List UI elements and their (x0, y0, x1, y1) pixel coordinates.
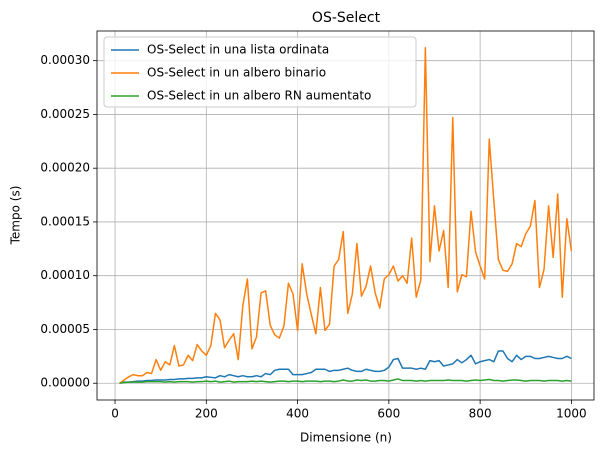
series-line (119, 350, 572, 384)
x-tick-label: 400 (286, 407, 309, 421)
x-tick-label: 200 (195, 407, 218, 421)
series-line (119, 378, 572, 384)
legend-label: OS-Select in un albero RN aumentato (147, 89, 371, 103)
legend-label: OS-Select in un albero binario (147, 66, 326, 80)
y-tick-label: 0.00025 (40, 107, 90, 121)
y-tick-label: 0.00005 (40, 322, 90, 336)
y-tick-label: 0.00000 (40, 376, 90, 390)
legend-box (103, 36, 417, 108)
y-axis-label: Tempo (s) (9, 186, 23, 246)
y-tick-label: 0.00030 (40, 53, 90, 67)
y-tick-label: 0.00015 (40, 214, 90, 228)
y-tick-label: 0.00020 (40, 161, 90, 175)
chart-title: OS-Select (312, 10, 381, 26)
series-line (119, 47, 573, 384)
x-tick-label: 1000 (556, 407, 587, 421)
x-tick-label: 0 (111, 407, 119, 421)
plot-frame (96, 30, 595, 401)
legend-label: OS-Select in una lista ordinata (147, 43, 329, 57)
x-tick-label: 800 (469, 407, 492, 421)
y-tick-label: 0.00010 (40, 268, 90, 282)
x-tick-label: 600 (377, 407, 400, 421)
x-axis-label: Dimensione (n) (300, 431, 392, 445)
